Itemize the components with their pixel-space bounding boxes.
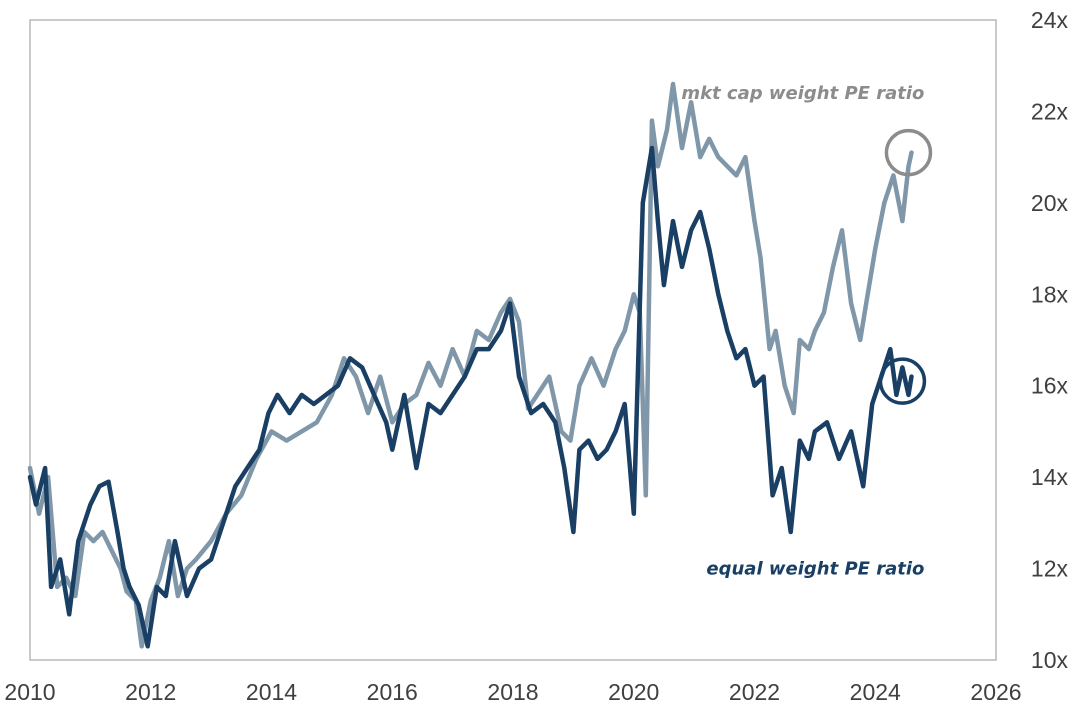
x-tick-label: 2020	[608, 679, 659, 705]
series-line-1	[27, 145, 914, 649]
x-tick-label: 2024	[850, 679, 901, 705]
highlight-circles	[878, 128, 933, 405]
series-annotations: mkt cap weight PE ratio equal weight PE r…	[681, 83, 924, 579]
y-tick-label: 22x	[1031, 98, 1069, 124]
x-tick-label: 2016	[367, 679, 418, 705]
y-tick-label: 16x	[1031, 373, 1069, 399]
x-tick-label: 2022	[729, 679, 780, 705]
y-tick-label: 24x	[1031, 7, 1069, 33]
x-tick-label: 2026	[970, 679, 1021, 705]
series-lines	[27, 81, 914, 649]
y-tick-label: 20x	[1031, 190, 1069, 216]
y-tick-label: 12x	[1031, 556, 1069, 582]
x-tick-label: 2018	[487, 679, 538, 705]
x-tick-label: 2012	[125, 679, 176, 705]
series-annotation-0: mkt cap weight PE ratio	[681, 83, 924, 104]
y-tick-label: 14x	[1031, 464, 1069, 490]
x-axis-ticks: 2010 2012 2014 2016 2018 2020 2022 2024 2026	[4, 679, 1021, 705]
highlight-circle-0	[884, 128, 933, 177]
x-tick-label: 2010	[4, 679, 55, 705]
series-annotation-1: equal weight PE ratio	[706, 559, 924, 580]
highlight-circle-1	[878, 357, 927, 405]
y-axis-ticks: 10x 12x 14x 16x 18x 20x 22x 24x	[1031, 7, 1069, 673]
y-tick-label: 18x	[1031, 281, 1069, 307]
x-tick-label: 2014	[246, 679, 297, 705]
y-tick-label: 10x	[1031, 647, 1069, 673]
